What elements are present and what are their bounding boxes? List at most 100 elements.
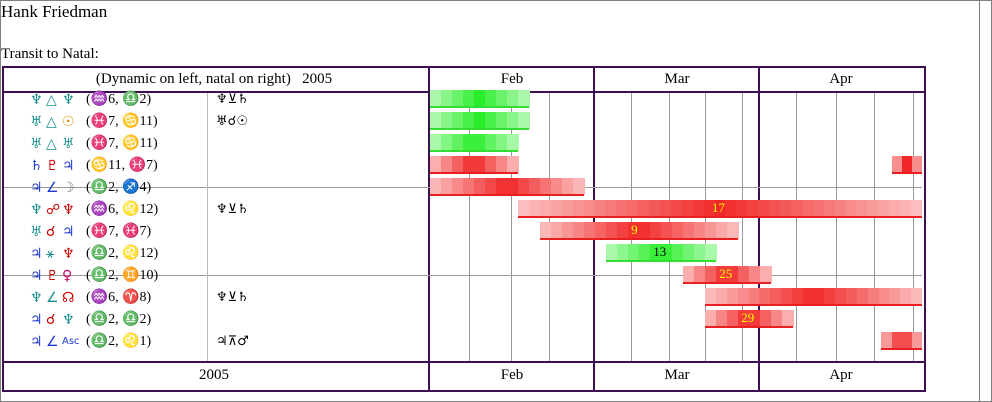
planet-glyph-icon: ♀ [62, 268, 73, 284]
planet-glyph-icon: ♃ [30, 180, 43, 196]
group-separator-2 [4, 275, 922, 276]
bar-segment [550, 200, 563, 217]
transit-bar [881, 332, 923, 350]
bar-segment [823, 200, 836, 217]
bar-segment [562, 222, 574, 239]
bar-baseline [430, 128, 530, 130]
bar-segment [705, 310, 717, 327]
bar-segment [474, 178, 486, 195]
natal-aspect: ♆⊻♄ [216, 202, 249, 217]
bar-segment [639, 222, 651, 239]
transit-bar [430, 156, 519, 174]
bar-segment [760, 310, 772, 327]
bar-segment [737, 288, 750, 305]
bar-segment [474, 90, 486, 107]
planet-glyph-icon: ♆ [30, 202, 43, 218]
sign-positions: (♎2, ♊10) [86, 268, 159, 283]
bar-segment [759, 288, 771, 305]
bar-peak-label: 29 [741, 310, 755, 325]
bar-segment [606, 222, 618, 239]
sign-positions: (♒6, ♈8) [86, 290, 152, 305]
bar-segment [441, 112, 453, 129]
footer-divider [2, 361, 926, 363]
planet-glyph-icon: ♅ [62, 136, 75, 152]
bar-segment [891, 332, 903, 349]
bar-segment [572, 200, 585, 217]
bar-segment [496, 112, 508, 129]
bar-segment [694, 222, 706, 239]
bar-baseline [430, 194, 585, 196]
bar-segment [628, 222, 640, 239]
planet-glyph-icon: ♃ [30, 334, 43, 350]
bar-segment [911, 288, 923, 305]
bar-segment [670, 200, 683, 217]
transit-bar [430, 112, 530, 130]
transit-bar [705, 288, 923, 306]
transit-bar: 29 [705, 310, 794, 328]
bar-segment [661, 222, 673, 239]
bar-segment [770, 288, 782, 305]
bar-segment [835, 288, 847, 305]
bar-segment [430, 178, 442, 195]
bar-segment [485, 112, 497, 129]
bar-segment [716, 266, 728, 283]
bar-segment [856, 200, 868, 217]
bar-peak-label: 17 [712, 200, 726, 215]
bar-segment [781, 288, 793, 305]
bar-segment [474, 134, 486, 151]
bar-segment [694, 266, 706, 283]
page-subtitle: Transit to Natal: [1, 46, 99, 62]
transit-row: ♃ ∠ ☽ (♎2, ♐4) [4, 177, 424, 199]
sign-positions: (♎2, ♎2) [86, 312, 152, 327]
bar-segment [507, 156, 519, 173]
bar-segment [911, 332, 923, 349]
natal-aspect: ♃⊼♂ [216, 334, 249, 349]
bar-segment [452, 134, 464, 151]
transit-row: ♃ ♇ ♀ (♎2, ♊10) [4, 265, 424, 287]
bar-segment [683, 222, 695, 239]
bar-segment [628, 244, 640, 261]
footer-month-apr: Apr [829, 367, 853, 383]
bar-baseline [518, 216, 922, 218]
transit-bar: 13 [606, 244, 717, 262]
bar-segment [812, 200, 825, 217]
transit-bar: 9 [540, 222, 739, 240]
bar-segment [474, 156, 486, 173]
bar-segment [782, 310, 794, 327]
sign-positions: (♓7, ♋11) [86, 136, 158, 151]
planet-glyph-icon: ♆ [30, 290, 43, 306]
planet-glyph-icon: ♅ [30, 114, 43, 130]
planet-glyph-icon: ∠ [46, 180, 59, 196]
header-year: 2005 [302, 71, 333, 87]
header-caption: (Dynamic on left, natal on right) [95, 71, 291, 87]
planet-glyph-icon: ☍ [46, 202, 61, 218]
bar-segment [867, 200, 879, 217]
bar-baseline [430, 106, 530, 108]
bar-segment [672, 244, 684, 261]
header-caption-cell: (Dynamic on left, natal on right) 2005 [4, 69, 424, 89]
bar-segment [725, 200, 737, 217]
bar-baseline [683, 282, 772, 284]
bar-segment [834, 200, 847, 217]
bar-segment [430, 90, 442, 107]
transit-row: ♅ △ ☉ (♓7, ♋11) ♅☌☉ [4, 111, 424, 133]
transit-bar [892, 156, 923, 174]
bar-segment [485, 178, 497, 195]
bar-segment [683, 266, 695, 283]
planet-glyph-icon: Asc [62, 336, 80, 347]
transit-row: ♅ △ ♅ (♓7, ♋11) [4, 133, 424, 155]
bar-segment [518, 90, 530, 107]
bar-segment [705, 222, 717, 239]
bar-segment [441, 178, 453, 195]
bar-segment [672, 222, 684, 239]
natal-column-divider [207, 93, 208, 361]
transit-row: ♄ ♇ ♃ (♋11, ♓7) [4, 155, 424, 177]
planet-glyph-icon: ∠ [46, 334, 59, 350]
week-gridline [874, 93, 875, 361]
bar-segment [736, 200, 748, 217]
bar-segment [716, 310, 728, 327]
bar-segment [867, 288, 880, 305]
planet-glyph-icon: ♃ [62, 158, 75, 174]
planet-glyph-icon: ♆ [62, 202, 75, 218]
bar-segment [496, 134, 508, 151]
